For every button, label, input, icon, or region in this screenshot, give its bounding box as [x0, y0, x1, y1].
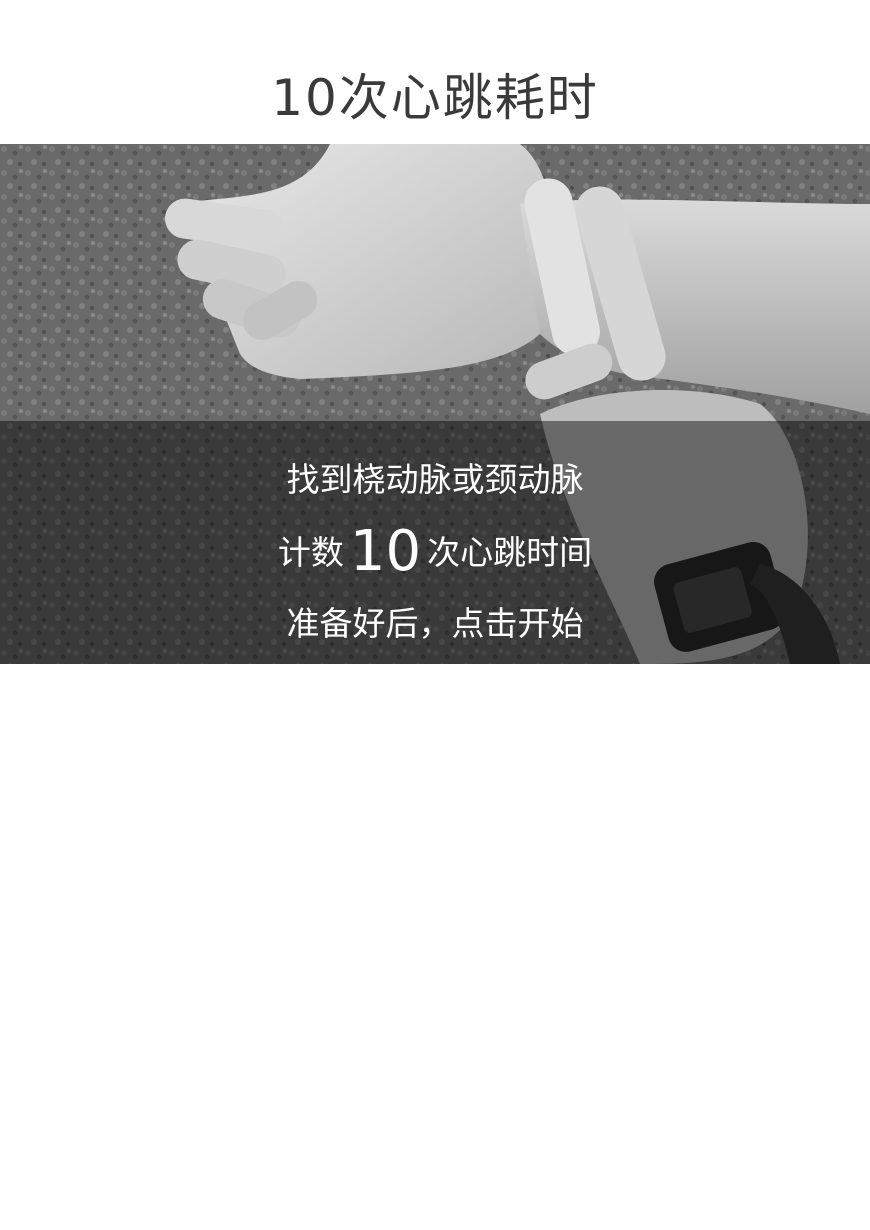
- instruction-line-1: 找到桡动脉或颈动脉: [286, 460, 584, 499]
- instructions: 找到桡动脉或颈动脉 计数 10 次心跳时间 准备好后，点击开始: [0, 444, 870, 660]
- instruction-overlay: [0, 421, 870, 664]
- instruction-line-3: 准备好后，点击开始: [286, 604, 584, 643]
- instruction-line-2: 计数 10 次心跳时间: [0, 516, 870, 588]
- instruction-count-prefix: 计数: [277, 533, 344, 572]
- wrist-pulse-photo: [0, 144, 870, 664]
- beat-count-number: 10: [349, 519, 422, 584]
- instruction-count-suffix: 次心跳时间: [427, 533, 593, 572]
- start-hero[interactable]: 找到桡动脉或颈动脉 计数 10 次心跳时间 准备好后，点击开始: [0, 144, 870, 664]
- page-title: 10次心跳耗时: [271, 69, 599, 127]
